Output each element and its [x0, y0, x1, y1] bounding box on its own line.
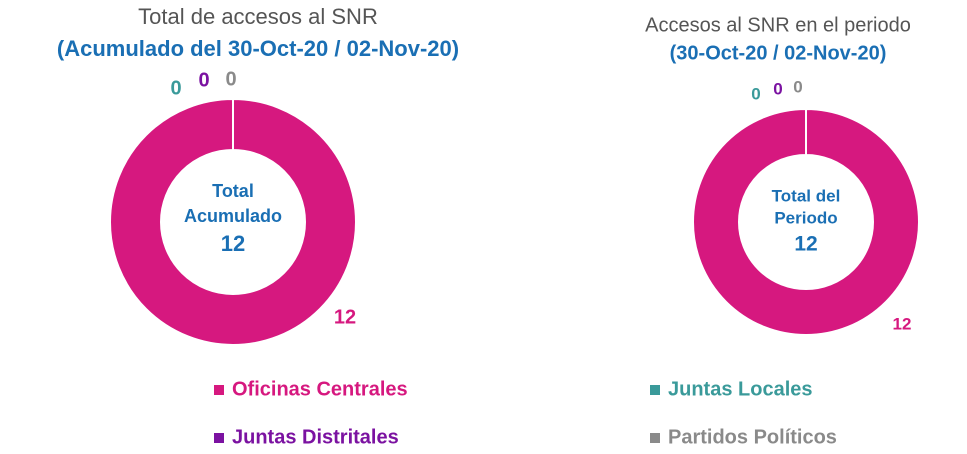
legend-swatch — [214, 385, 224, 395]
center-label: Total del — [772, 186, 841, 205]
legend-label: Oficinas Centrales — [232, 378, 408, 400]
legend-swatch — [650, 385, 660, 395]
center-label: Periodo — [774, 208, 837, 227]
data-label: 0 — [198, 69, 209, 91]
data-label: 12 — [334, 306, 356, 328]
data-label: 0 — [751, 84, 760, 103]
data-label: 0 — [225, 68, 236, 90]
chart-title: Accesos al SNR en el periodo — [645, 14, 911, 36]
center-value: 12 — [794, 233, 817, 256]
data-label: 0 — [773, 79, 782, 98]
donut-slice: Oficinas Centrales — [109, 97, 357, 347]
center-label: Acumulado — [184, 206, 282, 226]
chart-subtitle: (Acumulado del 30-Oct-20 / 02-Nov-20) — [57, 36, 459, 61]
center-label: Total — [212, 181, 254, 201]
data-label: 12 — [893, 314, 912, 333]
chart-title: Total de accesos al SNR — [138, 4, 378, 29]
donut-slice: Oficinas Centrales — [692, 107, 920, 337]
center-value: 12 — [221, 231, 245, 256]
chart-subtitle: (30-Oct-20 / 02-Nov-20) — [670, 42, 887, 64]
data-label: 0 — [170, 77, 181, 99]
legend-label: Juntas Distritales — [232, 426, 399, 448]
data-label: 0 — [793, 77, 802, 96]
legend-label: Partidos Políticos — [668, 426, 837, 448]
legend-label: Juntas Locales — [668, 378, 813, 400]
legend-swatch — [214, 433, 224, 443]
legend-swatch — [650, 433, 660, 443]
